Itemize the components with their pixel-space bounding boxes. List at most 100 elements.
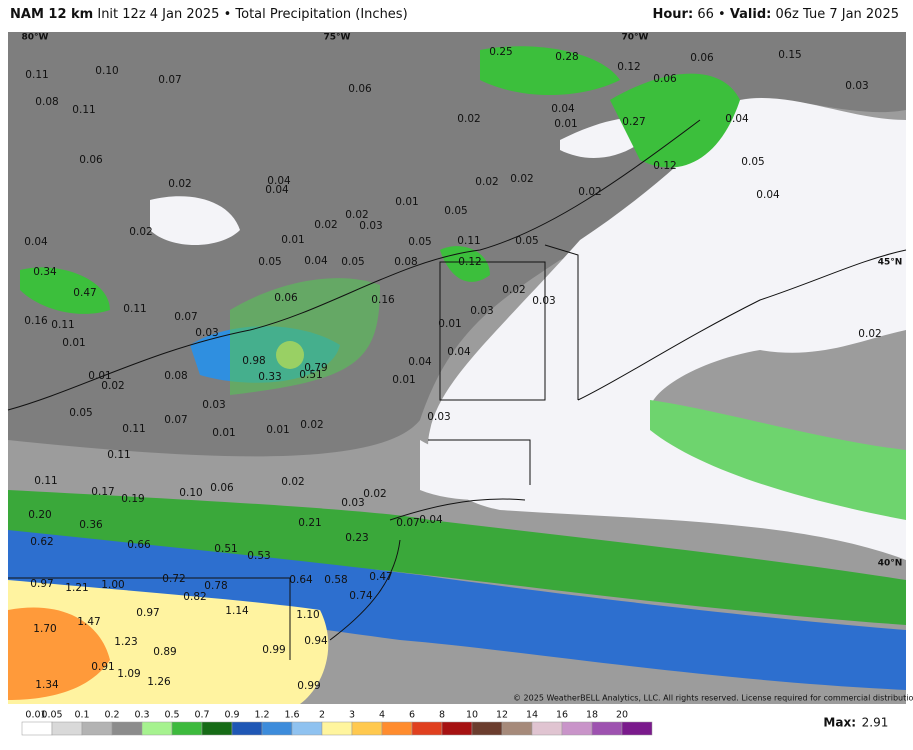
graticule-label: 80°W [22,33,49,43]
precip-label: 0.11 [72,104,95,116]
precip-label: 0.05 [444,205,467,217]
precip-label: 0.11 [457,235,480,247]
precip-label: 0.11 [25,69,48,81]
legend-swatch [591,721,623,736]
precip-label: 0.36 [79,519,103,531]
green-band-2 [650,400,906,520]
legend-tick-label: 4 [379,710,385,721]
precip-label: 0.07 [158,74,181,86]
legend-tick-label: 18 [586,710,598,721]
precip-label: 0.02 [858,328,881,340]
precip-label: 1.09 [117,668,140,680]
precip-label: 0.01 [395,196,418,208]
legend-swatch [21,721,53,736]
precip-label: 0.02 [300,419,323,431]
precip-label: 0.01 [554,118,577,130]
precip-label: 0.11 [51,319,74,331]
precip-label: 0.34 [33,266,57,278]
legend-swatch [501,721,533,736]
precip-label: 0.72 [162,573,185,585]
precip-label: 0.97 [30,578,53,590]
precip-label: 0.62 [30,536,53,548]
graticule-label: 45°N [878,258,903,268]
precip-label: 1.23 [114,636,137,648]
precip-label: 1.00 [101,579,124,591]
graticule-label: 70°W [622,33,649,43]
precip-label: 0.05 [69,407,92,419]
precip-label: 0.89 [153,646,176,658]
legend-swatch [321,721,353,736]
legend-swatch [291,721,323,736]
legend-tick-label: 0.1 [74,710,89,721]
hour-label: Hour: [652,7,694,22]
precip-label: 0.04 [24,236,48,248]
precip-label: 0.03 [359,220,382,232]
precip-label: 0.05 [515,235,538,247]
precip-label: 0.02 [578,186,601,198]
precip-label: 0.02 [457,113,480,125]
precip-label: 0.02 [363,488,386,500]
precip-label: 0.03 [532,295,555,307]
precip-label: 0.08 [164,370,187,382]
sep: • [223,7,232,22]
precip-label: 0.02 [475,176,498,188]
legend-tick-label: 1.6 [284,710,299,721]
border-line [7,119,701,411]
precip-label: 0.04 [304,255,328,267]
precip-label: 0.07 [396,517,419,529]
legend-swatch [141,721,173,736]
precip-label: 0.08 [394,256,417,268]
precip-label: 0.01 [266,424,289,436]
white-patch [150,117,660,501]
graticule-label: 75°W [324,33,351,43]
precip-label: 1.70 [33,623,56,635]
precip-label: 0.06 [348,83,372,95]
precip-label: 0.06 [653,73,677,85]
legend-swatch [411,721,443,736]
precip-label: 0.03 [195,327,218,339]
precip-label: 0.58 [324,574,347,586]
precip-label: 0.47 [369,571,392,583]
precip-label: 0.12 [653,160,676,172]
precip-label: 1.10 [296,609,319,621]
precip-label: 1.34 [35,679,59,691]
legend-swatch [531,721,563,736]
precip-label: 0.97 [136,607,159,619]
legend-tick-label: 16 [556,710,568,721]
precip-label: 0.02 [314,219,337,231]
precip-label: 0.51 [299,369,322,381]
state-line [8,244,579,660]
precip-label: 1.47 [77,616,100,628]
precip-label: 0.99 [262,644,285,656]
precip-label: 0.79 [304,362,327,374]
precip-label: 0.03 [202,399,225,411]
precip-label: 0.04 [408,356,432,368]
valid-label: Valid: [729,7,772,22]
legend-swatch [231,721,263,736]
precip-label: 0.01 [88,370,111,382]
precip-label: 0.53 [247,550,270,562]
legend-tick-label: 0.9 [224,710,239,721]
precip-label: 0.21 [298,517,321,529]
precip-label: 0.33 [258,371,281,383]
green-band [8,490,906,625]
green-blob [230,278,380,395]
borders [7,119,907,660]
legend-swatch [441,721,473,736]
max-value: 2.91 [862,716,889,730]
precip-label: 0.25 [489,46,512,58]
hour: 66 [697,7,714,22]
precip-label: 0.10 [95,65,118,77]
precip-label: 0.47 [73,287,96,299]
precip-label: 0.12 [617,61,640,73]
precip-label: 0.06 [690,52,714,64]
precip-label: 0.74 [349,590,373,602]
precip-label: 0.99 [297,680,320,692]
precip-label: 0.02 [101,380,124,392]
legend-tick-label: 14 [526,710,538,721]
precip-label: 1.26 [147,676,171,688]
copyright: © 2025 WeatherBELL Analytics, LLC. All r… [513,694,913,703]
precip-label: 1.14 [225,605,249,617]
